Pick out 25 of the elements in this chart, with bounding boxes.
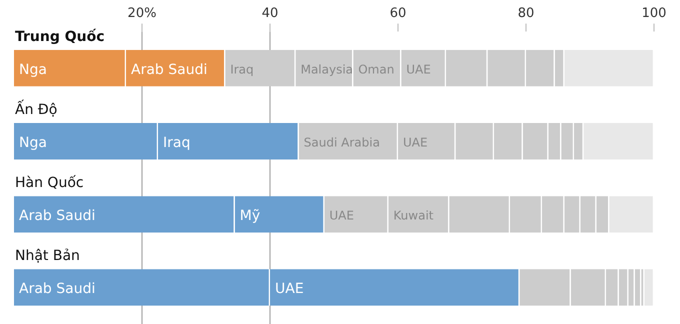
- data-label: Kuwait: [393, 208, 434, 222]
- data-label: Arab Saudi: [19, 281, 96, 298]
- data-label: Oman: [358, 62, 394, 76]
- x-tick-label: 40: [262, 6, 278, 22]
- data-label: Arab Saudi: [131, 62, 208, 78]
- data-label: UAE: [403, 135, 428, 150]
- y-tick-label: Trung Quốc: [15, 28, 105, 45]
- data-label: UAE: [329, 208, 354, 222]
- data-label: Saudi Arabia: [304, 135, 380, 150]
- data-label: Malaysia: [300, 62, 354, 76]
- data-label: Mỹ: [240, 208, 260, 224]
- x-tick-label: 20%: [128, 6, 156, 22]
- y-tick-label: Ấn Độ: [15, 98, 58, 118]
- data-label: Arab Saudi: [19, 208, 96, 224]
- data-label: Iraq: [163, 134, 190, 151]
- data-label: Nga: [19, 62, 47, 78]
- data-label: Nga: [19, 134, 47, 151]
- x-tick-label: 80: [518, 6, 534, 22]
- x-tick-label: 100: [642, 6, 666, 22]
- data-label: UAE: [275, 281, 304, 298]
- y-tick-label: Hàn Quốc: [15, 175, 84, 192]
- data-label: UAE: [406, 62, 431, 76]
- data-label: Iraq: [230, 62, 254, 76]
- x-tick-label: 60: [390, 6, 406, 22]
- y-tick-label: Nhật Bản: [15, 248, 80, 264]
